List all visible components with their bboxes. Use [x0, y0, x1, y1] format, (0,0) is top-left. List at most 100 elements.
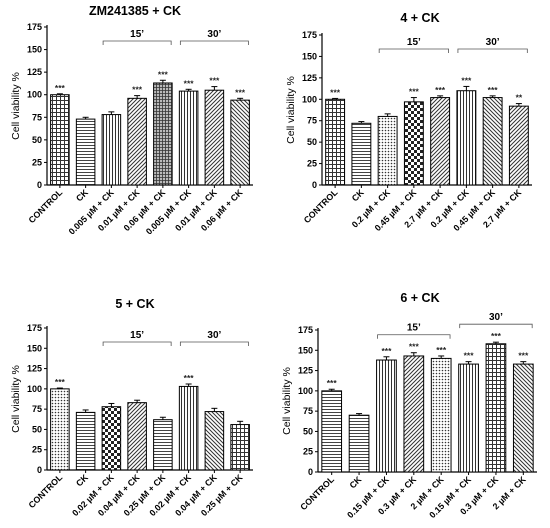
chart-1-bar-3	[127, 97, 147, 186]
chart-4-bar-5	[458, 363, 479, 473]
chart-2-bar-1	[351, 122, 372, 186]
chart-1-significance-4: ***	[158, 69, 169, 79]
chart-2-bar-5	[456, 90, 477, 186]
chart-4-group-bracket-0	[377, 334, 451, 339]
chart-3-significance-0: ***	[55, 377, 66, 387]
chart-2-significance-7: **	[516, 93, 523, 103]
chart-1-bar-1	[75, 118, 96, 186]
chart-1-bar-0	[50, 94, 70, 186]
chart-2-group-bracket-0	[378, 48, 449, 53]
chart-4-bar-7	[512, 363, 534, 473]
chart-1-bar-5	[178, 90, 199, 186]
chart-3-y-tick-label-7: 175	[27, 323, 42, 333]
chart-4-significance-2: ***	[381, 346, 392, 356]
chart-3-bar-1	[75, 411, 96, 471]
chart-3-bar-3	[127, 402, 147, 471]
chart-1-y-tick-label-4: 100	[27, 90, 42, 100]
chart-3-y-tick-label-0: 0	[37, 465, 42, 475]
chart-4-y-tick-label-1: 25	[303, 447, 313, 457]
chart-2-title: 4 + CK	[400, 11, 439, 25]
chart-1-significance-6: ***	[209, 76, 220, 86]
chart-2-bar-2	[377, 115, 398, 186]
chart-4-bar-1	[348, 414, 370, 473]
chart-3-y-axis-label: Cell viability %	[10, 365, 22, 433]
chart-2-significance-4: ***	[435, 85, 446, 95]
chart-3-y-tick-label-3: 75	[32, 404, 42, 414]
chart-3-bar-5	[178, 385, 199, 471]
chart-3-group-label-0: 15’	[130, 330, 144, 341]
chart-1-y-tick-label-0: 0	[37, 180, 42, 190]
chart-1-category-label-0: CONTROL	[26, 187, 64, 225]
chart-4-significance-7: ***	[518, 351, 529, 361]
chart-4-title: 6 + CK	[400, 291, 439, 305]
chart-3-bar-7	[230, 424, 250, 471]
chart-4-bar-2	[376, 359, 397, 473]
chart-3-y-tick-label-2: 50	[32, 424, 42, 434]
chart-2-y-tick-label-0: 0	[312, 180, 317, 190]
chart-1-y-tick-label-2: 50	[32, 135, 42, 145]
chart-4-y-tick-label-5: 125	[298, 366, 313, 376]
chart-3-bar-0	[50, 388, 70, 471]
chart-2-y-tick-label-6: 150	[302, 51, 317, 61]
chart-4-significance-6: ***	[491, 331, 502, 341]
chart-2-y-tick-label-3: 75	[307, 116, 317, 126]
chart-4-bar-6	[485, 343, 507, 473]
chart-4-bar-3	[403, 355, 425, 473]
chart-2-y-tick-label-4: 100	[302, 94, 317, 104]
chart-3-category-label-0: CONTROL	[26, 472, 64, 510]
chart-1-y-tick-label-5: 125	[27, 67, 42, 77]
chart-1-y-axis-label: Cell viability %	[10, 72, 22, 140]
chart-4-category-label-0: CONTROL	[298, 474, 336, 512]
chart-3-y-tick-label-6: 150	[27, 343, 42, 353]
chart-1-bar-6	[204, 89, 225, 186]
chart-1-category-label-1: CK	[74, 187, 91, 204]
chart-4-significance-3: ***	[409, 342, 420, 352]
chart-1-title: ZM241385 + CK	[89, 4, 181, 18]
chart-1-bar-7	[230, 99, 250, 186]
chart-3-category-label-1: CK	[74, 472, 91, 489]
chart-4-significance-4: ***	[436, 345, 447, 355]
chart-4-category-label-1: CK	[347, 474, 364, 491]
chart-4-y-tick-label-4: 100	[298, 386, 313, 396]
chart-2-y-tick-label-2: 50	[307, 137, 317, 147]
chart-3-bar-6	[204, 411, 225, 471]
chart-1-y-tick-label-6: 150	[27, 45, 42, 55]
chart-2-group-label-0: 15’	[407, 37, 421, 48]
chart-2-y-tick-label-7: 175	[302, 30, 317, 40]
chart-panel-2: 4 + CK 0 25 50 75 100 125 150 175 Cell viability…	[285, 11, 532, 233]
chart-4-y-tick-label-2: 50	[303, 426, 313, 436]
chart-3-y-tick-label-1: 25	[32, 445, 42, 455]
chart-3-y-tick-label-5: 125	[27, 364, 42, 374]
chart-panel-1: ZM241385 + CK 0 25 50 75 100 125 150 175 Cell vi…	[10, 4, 253, 237]
chart-2-bar-3	[403, 101, 424, 186]
chart-1-significance-7: ***	[235, 87, 246, 97]
chart-2-significance-0: ***	[330, 87, 341, 97]
chart-2-y-tick-label-1: 25	[307, 159, 317, 169]
chart-4-y-tick-label-0: 0	[308, 467, 313, 477]
chart-2-significance-6: ***	[488, 85, 499, 95]
chart-1-group-bracket-0	[102, 40, 172, 45]
chart-3-group-bracket-0	[102, 341, 172, 346]
chart-4-significance-0: ***	[327, 378, 338, 388]
chart-4-bar-4	[430, 357, 452, 473]
chart-4-y-tick-label-6: 150	[298, 345, 313, 355]
chart-2-significance-3: ***	[409, 87, 420, 97]
chart-4-y-tick-label-3: 75	[303, 406, 313, 416]
chart-1-bar-4	[153, 82, 173, 186]
chart-panel-3: 5 + CK 0 25 50 75 100 125 150 175 Cell viability…	[10, 297, 253, 518]
chart-2-group-bracket-1	[457, 48, 528, 53]
chart-4-y-tick-label-7: 175	[298, 325, 313, 335]
chart-3-bar-2	[101, 406, 122, 471]
chart-4-y-axis-label: Cell viability %	[281, 367, 293, 435]
chart-4-group-bracket-1	[459, 323, 533, 329]
chart-1-significance-5: ***	[184, 78, 195, 88]
chart-1-group-label-0: 15’	[130, 29, 144, 40]
chart-panel-4: 6 + CK 0 25 50 75 100 125 150 175 Cell viability…	[281, 291, 537, 520]
chart-3-significance-5: ***	[184, 373, 195, 383]
chart-3-y-tick-label-4: 100	[27, 384, 42, 394]
chart-1-significance-0: ***	[55, 83, 66, 93]
chart-3-title: 5 + CK	[115, 297, 154, 311]
chart-1-group-label-1: 30’	[207, 29, 221, 40]
chart-2-bar-6	[482, 97, 503, 186]
